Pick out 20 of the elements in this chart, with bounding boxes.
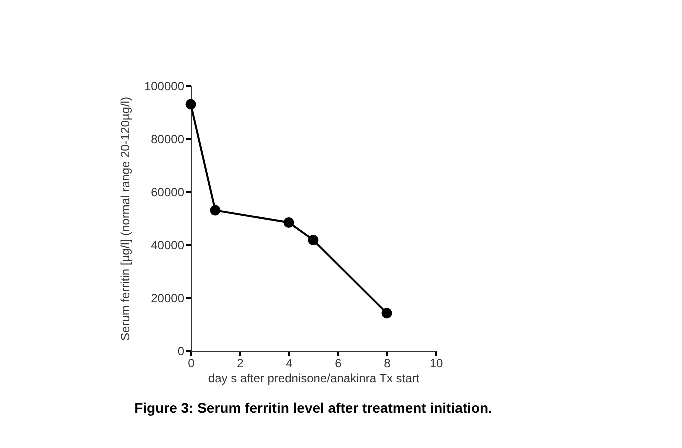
x-axis-title: day s after prednisone/anakinra Tx start bbox=[208, 372, 420, 386]
x-tick-label: 6 bbox=[335, 356, 342, 370]
point bbox=[308, 234, 319, 246]
point bbox=[382, 308, 392, 319]
x-tick-label: 2 bbox=[237, 356, 244, 370]
point bbox=[284, 218, 294, 228]
y-axis-title: Serum ferritin [µg/l] (normal range 20-120µg/l) bbox=[118, 97, 132, 341]
y-tick-label: 100000 bbox=[144, 80, 185, 94]
point bbox=[210, 205, 221, 216]
y-tick-label: 80000 bbox=[151, 132, 185, 146]
x-tick-label: 8 bbox=[384, 356, 392, 370]
y-tick-label: 0 bbox=[178, 344, 185, 358]
x-tick-label: 0 bbox=[188, 356, 196, 370]
y-tick-label: 20000 bbox=[151, 292, 185, 306]
y-tick-label: 60000 bbox=[151, 186, 185, 200]
x-tick-label: 4 bbox=[286, 356, 294, 370]
y-tick-label: 40000 bbox=[151, 238, 185, 252]
x-tick-label: 10 bbox=[430, 356, 444, 370]
caption: Figure 3: Serum ferritin level after treatment initiation. bbox=[134, 400, 492, 416]
point bbox=[186, 99, 196, 110]
